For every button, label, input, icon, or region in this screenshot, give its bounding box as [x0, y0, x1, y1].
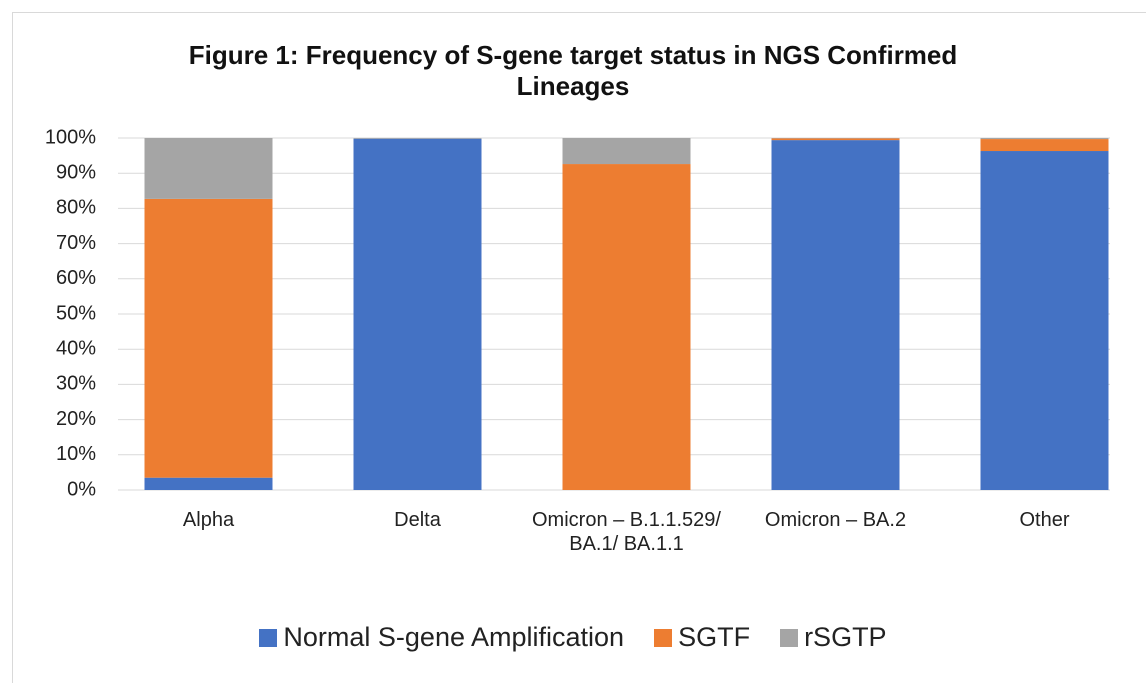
x-tick-label: Other	[950, 508, 1140, 532]
y-tick-label: 20%	[56, 408, 96, 430]
y-tick-label: 30%	[56, 373, 96, 395]
legend-swatch	[259, 629, 277, 647]
bar-segment	[981, 151, 1109, 490]
bar-segment	[563, 164, 691, 490]
y-tick-label: 10%	[56, 443, 96, 465]
bar-segment	[772, 138, 900, 140]
x-tick-label: Omicron – B.1.1.529/ BA.1/ BA.1.1	[532, 508, 722, 556]
y-tick-label: 80%	[56, 197, 96, 219]
bar-segment	[563, 138, 691, 164]
bar-segment	[145, 138, 273, 199]
legend-label: rSGTP	[804, 622, 887, 653]
x-tick-label: Delta	[323, 508, 513, 532]
legend-item: rSGTP	[780, 622, 887, 653]
bar-segment	[981, 139, 1109, 151]
bar-segment	[354, 138, 482, 139]
legend-swatch	[654, 629, 672, 647]
y-tick-label: 0%	[67, 478, 96, 500]
bar-segment	[145, 199, 273, 478]
y-tick-label: 90%	[56, 161, 96, 183]
x-tick-label: Alpha	[114, 508, 304, 532]
legend-label: Normal S-gene Amplification	[283, 622, 624, 653]
legend-item: SGTF	[654, 622, 750, 653]
chart-title: Figure 1: Frequency of S-gene target sta…	[173, 40, 973, 102]
bar-segment	[981, 138, 1109, 139]
legend-item: Normal S-gene Amplification	[259, 622, 624, 653]
legend: Normal S-gene Amplification SGTF rSGTP	[0, 622, 1146, 653]
y-tick-label: 50%	[56, 302, 96, 324]
y-tick-label: 100%	[45, 126, 96, 148]
y-tick-label: 60%	[56, 267, 96, 289]
bar-segment	[772, 140, 900, 490]
x-tick-label: Omicron – BA.2	[741, 508, 931, 532]
y-tick-label: 40%	[56, 337, 96, 359]
bar-segment	[145, 478, 273, 490]
legend-label: SGTF	[678, 622, 750, 653]
bar-segment	[354, 139, 482, 490]
y-tick-label: 70%	[56, 232, 96, 254]
legend-swatch	[780, 629, 798, 647]
